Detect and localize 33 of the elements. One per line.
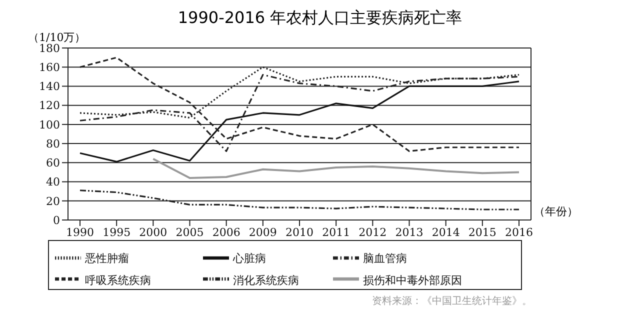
legend-label: 脑血管病 [363,252,407,266]
x-tick-label: 2010 [286,226,314,239]
x-tick-label: 2009 [248,226,277,239]
x-tick-label: 2013 [395,226,424,239]
y-tick-label: 60 [46,156,60,170]
text: 资料来源：《中国卫生统计年鉴》。 [371,294,532,308]
x-tick-label: 1995 [102,226,131,239]
legend-label: 消化系统疾病 [233,274,299,287]
y-tick-label: 100 [39,118,60,132]
y-tick-label: 180 [39,42,60,55]
y-tick-label: 120 [39,99,60,112]
x-tick-label: 2000 [139,226,168,239]
y-tick-label: 80 [46,137,60,150]
x-tick-label: 2016 [505,226,533,239]
y-tick-label: 160 [39,61,60,74]
x-tick-label: 2012 [358,226,387,239]
y-tick-label: 0 [53,214,60,227]
x-axis-title: （年份） [534,204,578,219]
x-tick-label: 2011 [322,226,350,239]
legend-label: 呼吸系统疾病 [85,274,151,287]
x-tick-label: 2005 [176,226,204,239]
y-tick-label: 40 [46,176,60,189]
legend-label: 恶性肿瘤 [85,252,129,266]
y-tick-label: 20 [46,194,60,208]
legend-label: 心脏病 [233,252,266,266]
x-tick-label: 1990 [66,226,94,239]
chart-title: 1990-2016 年农村人口主要疾病死亡率 [176,8,464,29]
legend-label: 损伤和中毒外部原因 [363,274,462,287]
x-tick-label: 2014 [432,226,460,239]
y-axis-title: （1/10万） [28,30,86,44]
y-tick-label: 140 [39,80,60,94]
x-tick-label: 2006 [212,226,240,239]
x-tick-label: 2015 [468,226,496,239]
